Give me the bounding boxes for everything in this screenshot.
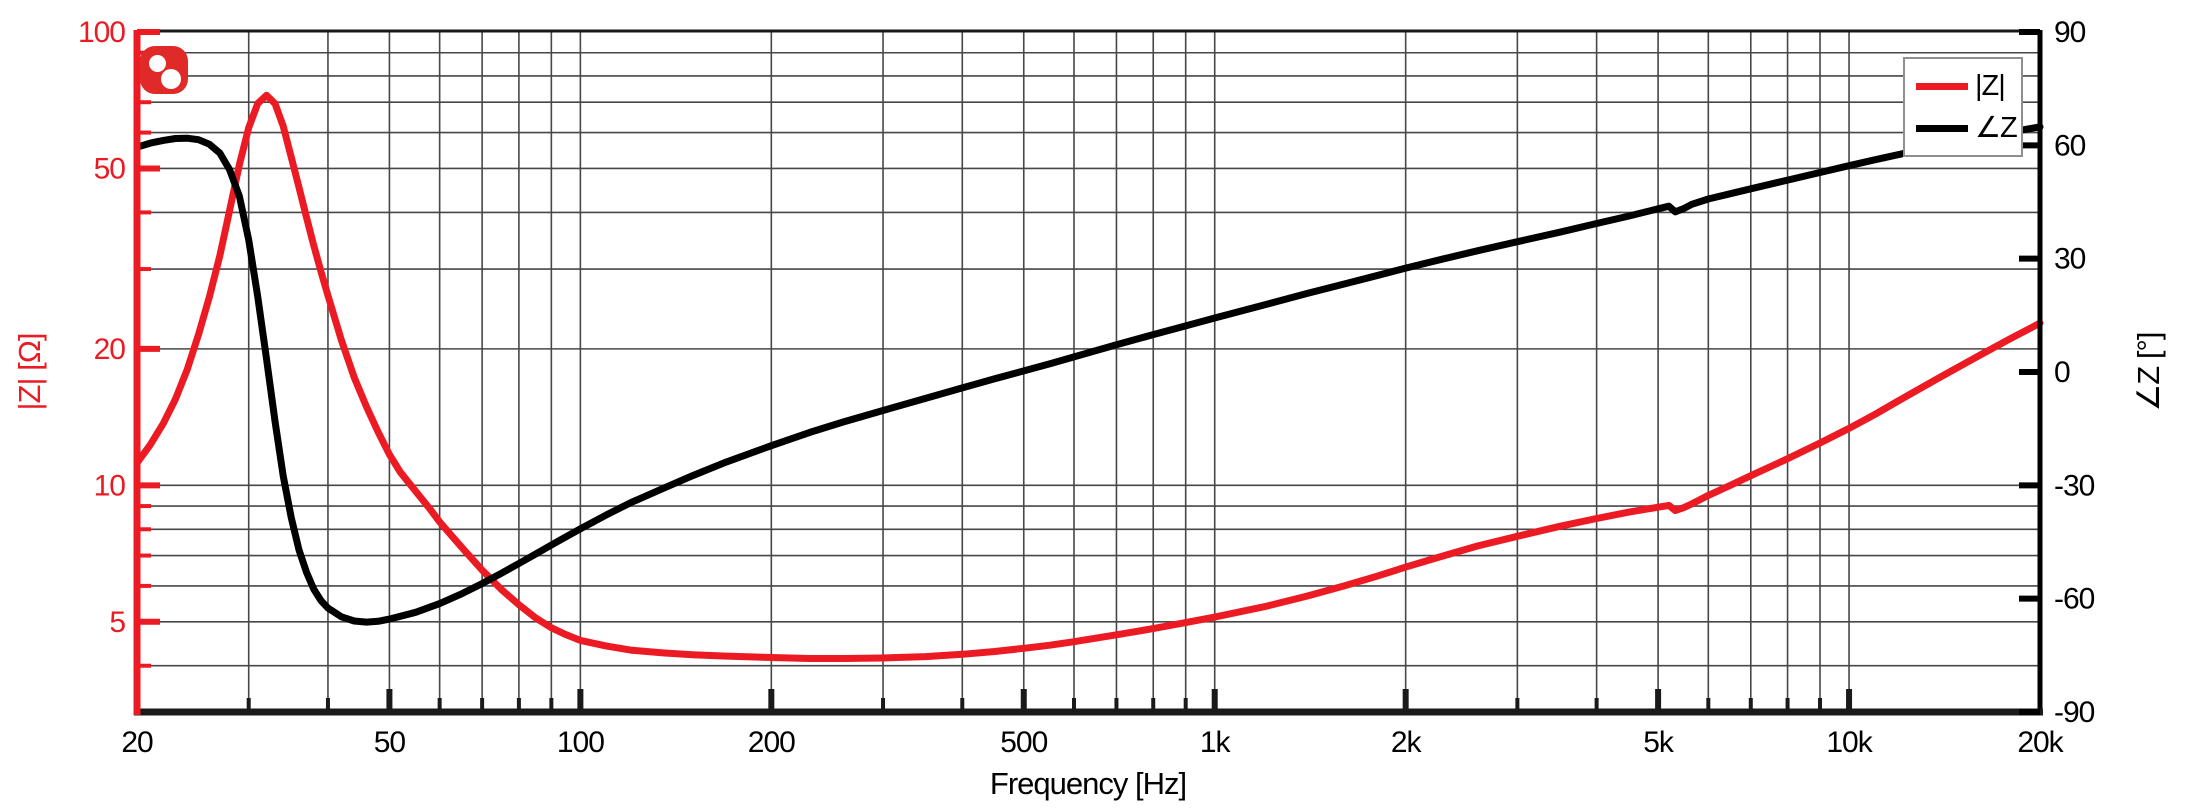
svg-text:30: 30	[2054, 243, 2086, 276]
svg-text:1k: 1k	[1200, 726, 1232, 759]
svg-text:2k: 2k	[1391, 726, 1423, 759]
svg-text:20k: 20k	[2017, 726, 2064, 759]
legend-label-phase: ∠Z	[1975, 111, 2018, 144]
svg-text:50: 50	[94, 152, 126, 185]
logo-dot-large-icon	[161, 69, 181, 89]
svg-text:5: 5	[109, 606, 125, 639]
legend-entry-phase: ∠Z	[1916, 111, 2021, 144]
impedance-line-swatch	[1916, 82, 1968, 90]
svg-text:-60: -60	[2054, 583, 2095, 616]
phase-line-swatch	[1916, 124, 1968, 132]
svg-text:-30: -30	[2054, 469, 2095, 502]
left-axis-title: |Z| [Ω]	[12, 333, 47, 411]
phase-curve	[133, 123, 2044, 626]
logo-dot-small-icon	[149, 55, 166, 72]
legend: |Z| ∠Z	[1903, 57, 2023, 157]
svg-text:-90: -90	[2054, 696, 2095, 729]
right-axis-title: ∠Z [°]	[2131, 332, 2166, 412]
x-tick-labels: 20 50 100 200 500 1k 2k 5k 10k 20k	[121, 726, 2065, 759]
svg-text:20: 20	[121, 726, 153, 759]
svg-text:60: 60	[2054, 129, 2086, 162]
x-axis-title: Frequency [Hz]	[989, 766, 1187, 801]
svg-text:200: 200	[748, 726, 795, 759]
svg-text:500: 500	[1000, 726, 1047, 759]
svg-text:5k: 5k	[1643, 726, 1675, 759]
svg-text:10k: 10k	[1826, 726, 1873, 759]
impedance-curve	[133, 91, 2044, 662]
svg-text:50: 50	[374, 726, 406, 759]
legend-label-impedance: |Z|	[1975, 69, 2006, 102]
svg-text:90: 90	[2054, 16, 2086, 49]
svg-text:100: 100	[557, 726, 604, 759]
svg-text:10: 10	[94, 469, 126, 502]
right-tick-labels: 90 60 30 0 -30 -60 -90	[2054, 16, 2096, 729]
svg-text:0: 0	[2054, 356, 2070, 389]
left-tick-labels: 100 50 20 10 5	[78, 16, 126, 639]
svg-text:20: 20	[94, 333, 126, 366]
legend-entry-impedance: |Z|	[1916, 69, 2021, 102]
brand-logo-icon	[140, 46, 188, 94]
x-axis-ticks	[246, 689, 1853, 712]
svg-text:100: 100	[78, 16, 125, 49]
